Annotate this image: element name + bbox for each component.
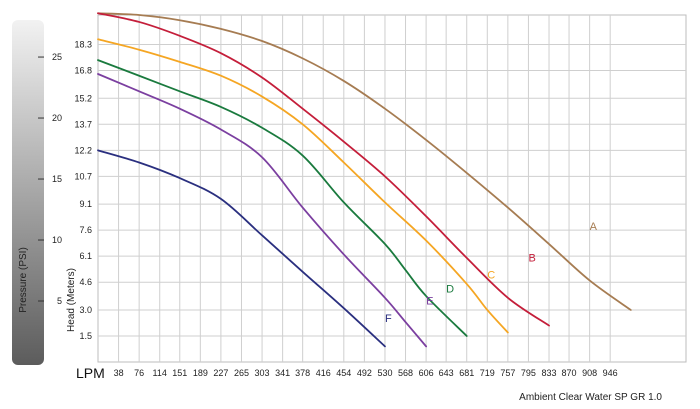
y2-axis-title: Pressure (PSI) (18, 247, 29, 313)
chart-footer: Ambient Clear Water SP GR 1.0 (519, 392, 662, 403)
x-tick-label: 265 (234, 368, 249, 378)
head-axis: 1.5 3.0 4.6 6.1 7.6 9.1 10.7 12.2 13.7 15.2 16.8 18… (74, 39, 92, 340)
x-tick-label: 38 (114, 368, 124, 378)
plot-frame (97, 14, 687, 363)
y-tick-label: 15.2 (74, 93, 92, 103)
x-tick-label: 606 (419, 368, 434, 378)
x-tick-label: 870 (562, 368, 577, 378)
flow-axis: 38 76 114 151 189 227 265 303 341 378 416 454 492 530… (114, 368, 618, 378)
x-tick-label: 114 (153, 368, 167, 378)
y-tick-label: 3.0 (79, 305, 92, 315)
x-tick-label: 757 (500, 368, 515, 378)
x-tick-label: 643 (439, 368, 454, 378)
y-tick-label: 1.5 (79, 331, 92, 341)
curve-a (97, 12, 632, 311)
pump-curves: A B C D E F (97, 12, 632, 348)
y-tick-label: 7.6 (79, 225, 92, 235)
y-tick-label: 16.8 (74, 66, 92, 76)
curve-label-c: C (487, 270, 495, 282)
x-tick-label: 151 (172, 368, 187, 378)
curve-label-f: F (385, 313, 392, 325)
psi-tick-label: 5 (57, 296, 62, 306)
psi-axis: 5 10 15 20 25 (38, 52, 62, 306)
y-tick-label: 4.6 (79, 277, 92, 287)
y-tick-label: 9.1 (79, 199, 92, 209)
x-tick-label: 719 (480, 368, 495, 378)
y-tick-label: 10.7 (74, 171, 92, 181)
x-tick-label: 530 (377, 368, 392, 378)
y-tick-label: 6.1 (79, 251, 92, 261)
x-tick-label: 568 (398, 368, 413, 378)
y-tick-label: 12.2 (74, 145, 92, 155)
x-tick-label: 378 (295, 368, 310, 378)
x-tick-label: 492 (357, 368, 372, 378)
curve-b (97, 12, 550, 327)
y-tick-label: 18.3 (74, 39, 92, 49)
psi-tick-label: 15 (52, 174, 62, 184)
curve-c (97, 38, 509, 334)
x-tick-label: 76 (134, 368, 144, 378)
x-tick-label: 303 (255, 368, 270, 378)
psi-tick-label: 25 (52, 52, 62, 62)
x-tick-label: 946 (603, 368, 618, 378)
curve-label-a: A (590, 221, 598, 233)
curve-e (97, 73, 428, 348)
y-axis-title: Head (Meters) (66, 268, 77, 332)
grid (97, 14, 687, 363)
x-tick-label: 189 (193, 368, 208, 378)
x-tick-label: 681 (459, 368, 474, 378)
x-tick-label: 795 (521, 368, 536, 378)
curve-d (97, 59, 468, 337)
x-tick-label: 341 (275, 368, 290, 378)
y-tick-label: 13.7 (74, 119, 92, 129)
psi-tick-label: 20 (52, 113, 62, 123)
x-tick-label: 454 (336, 368, 351, 378)
x-tick-label: 227 (213, 368, 228, 378)
x-axis-title: LPM (76, 365, 105, 381)
curve-f (97, 149, 386, 348)
x-tick-label: 833 (542, 368, 557, 378)
x-tick-label: 416 (316, 368, 331, 378)
psi-gradient-bar (12, 20, 44, 365)
x-tick-label: 908 (582, 368, 597, 378)
curve-label-b: B (528, 252, 535, 264)
curve-label-e: E (426, 296, 433, 308)
curve-label-d: D (446, 284, 454, 296)
psi-tick-label: 10 (52, 235, 62, 245)
